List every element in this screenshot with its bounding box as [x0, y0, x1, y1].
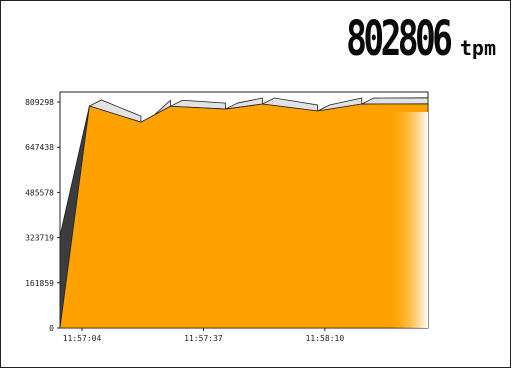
tpm-readout: 802806 tpm: [306, 15, 496, 63]
x-tick-label: 11:58:10: [306, 334, 345, 343]
y-tick-label: 809298: [25, 98, 54, 107]
area-series: [59, 103, 429, 329]
y-tick-label: 647438: [25, 143, 54, 152]
area-fade: [388, 112, 428, 328]
x-tick-label: 11:57:04: [63, 334, 102, 343]
y-tick-label: 323719: [25, 234, 54, 243]
tpm-unit-label: tpm: [459, 36, 496, 60]
x-tick-label: 11:57:37: [184, 334, 223, 343]
y-tick-label: 0: [49, 324, 54, 333]
y-tick-label: 485578: [25, 188, 54, 197]
area-top-face: [361, 97, 429, 105]
y-tick-label: 161859: [25, 279, 54, 288]
tpm-counter: 802806: [346, 11, 454, 67]
